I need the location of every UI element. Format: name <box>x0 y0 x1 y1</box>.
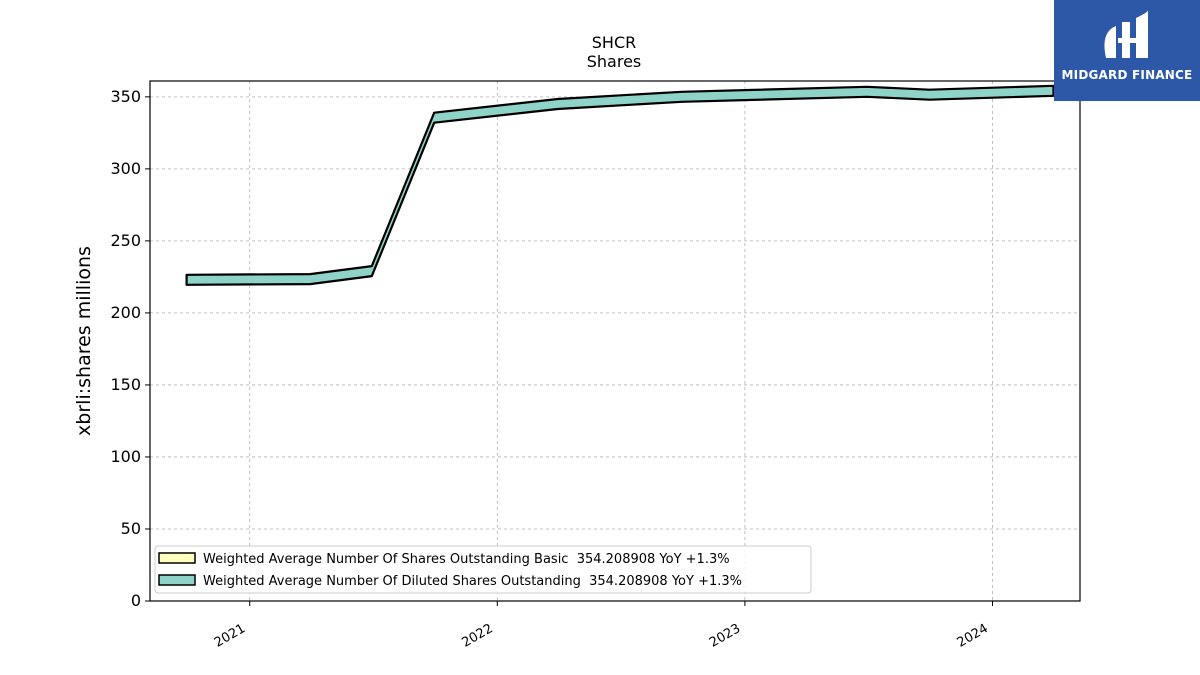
y-axis-ticks: 0 50 100 150 200 250 300 350 <box>110 87 150 610</box>
y-tick-label: 200 <box>110 303 141 322</box>
grid-lines <box>150 81 1080 602</box>
series-layer <box>185 84 1055 286</box>
legend-box <box>154 545 812 594</box>
series-area-diluted <box>185 84 1055 286</box>
x-tick-label: 2021 <box>212 621 248 651</box>
x-tick-label: 2022 <box>459 621 495 651</box>
x-tick-label: 2023 <box>707 621 743 651</box>
midgard-logo-icon <box>1104 10 1148 58</box>
chart-subtitle: Shares <box>587 52 642 71</box>
legend: Weighted Average Number Of Shares Outsta… <box>154 545 812 594</box>
x-axis-ticks: 2021 2022 2023 2024 <box>212 601 993 651</box>
y-tick-label: 300 <box>110 159 141 178</box>
y-tick-label: 350 <box>110 87 141 106</box>
legend-label-basic: Weighted Average Number Of Shares Outsta… <box>203 552 730 567</box>
x-tick-label: 2024 <box>955 621 991 651</box>
legend-label-diluted: Weighted Average Number Of Diluted Share… <box>203 574 742 589</box>
plot-frame <box>149 80 1081 602</box>
chart-title: SHCR <box>592 33 636 52</box>
brand-logo: MIDGARD FINANCE <box>1054 0 1200 101</box>
brand-name: MIDGARD FINANCE <box>1061 68 1193 82</box>
y-tick-label: 0 <box>131 591 141 610</box>
legend-swatch-basic <box>158 552 196 564</box>
y-axis-label: xbrli:shares millions <box>73 246 95 436</box>
y-tick-label: 250 <box>110 231 141 250</box>
y-tick-label: 100 <box>110 447 141 466</box>
y-tick-label: 50 <box>121 519 141 538</box>
legend-swatch-diluted <box>158 574 196 586</box>
y-tick-label: 150 <box>110 375 141 394</box>
